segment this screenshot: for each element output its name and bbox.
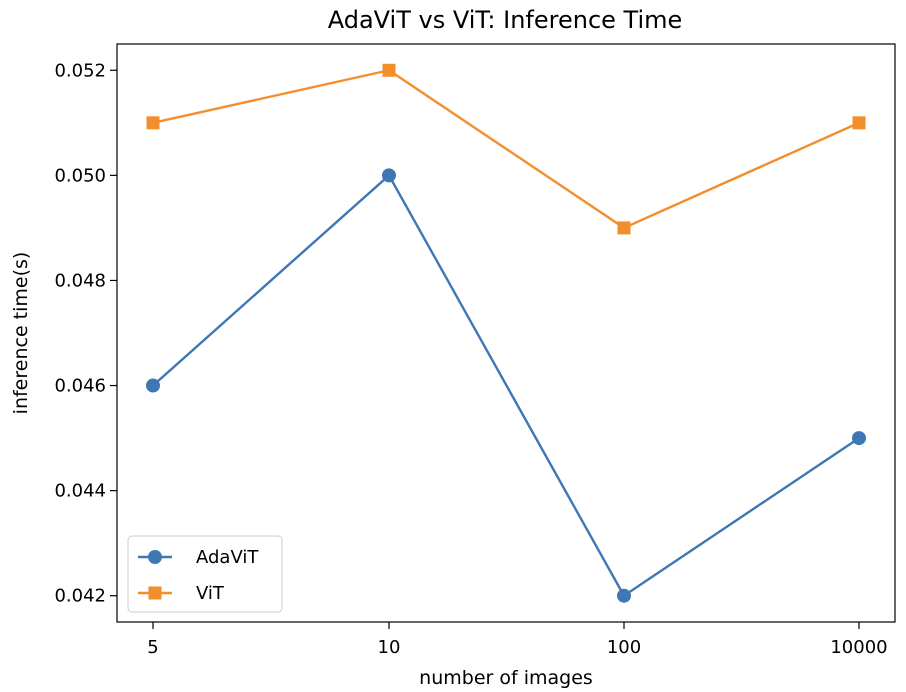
y-tick-label: 0.046: [54, 376, 106, 397]
data-point-adavit: [617, 588, 631, 603]
legend-marker-adavit: [148, 550, 162, 564]
series-line-vit: [152, 69, 860, 230]
x-tick-label: 10: [378, 637, 401, 658]
data-point-adavit: [146, 378, 160, 393]
legend-label-adavit: AdaViT: [196, 547, 259, 568]
legend-marker-vit: [148, 586, 162, 600]
data-point-adavit: [852, 431, 866, 446]
data-point-vit: [382, 63, 396, 77]
y-axis: 0.042 0.044 0.046 0.048 0.050 0.052: [54, 60, 117, 607]
plot-frame: [116, 43, 896, 623]
y-tick-label: 0.052: [54, 60, 106, 81]
y-axis-label: inference time(s): [10, 252, 32, 415]
series-layer: [146, 63, 866, 603]
chart-title: AdaViT vs ViT: Inference Time: [328, 6, 683, 34]
x-tick-label: 100: [607, 637, 641, 658]
x-axis: 5 10 100 10000: [147, 622, 888, 658]
x-tick-label: 5: [147, 637, 158, 658]
y-tick-label: 0.050: [54, 165, 106, 186]
x-axis-label: number of images: [419, 667, 593, 689]
y-tick-label: 0.042: [54, 586, 106, 607]
plot-area: [116, 43, 896, 623]
legend-label-vit: ViT: [196, 583, 225, 604]
data-point-vit: [146, 116, 160, 130]
data-point-adavit: [382, 168, 396, 183]
data-point-vit: [852, 116, 866, 130]
x-tick-label: 10000: [830, 637, 887, 658]
y-tick-label: 0.048: [54, 270, 106, 291]
data-point-vit: [617, 221, 631, 235]
series-line-adavit: [152, 174, 860, 597]
legend: AdaViT ViT: [127, 535, 283, 613]
y-tick-label: 0.044: [54, 481, 106, 502]
